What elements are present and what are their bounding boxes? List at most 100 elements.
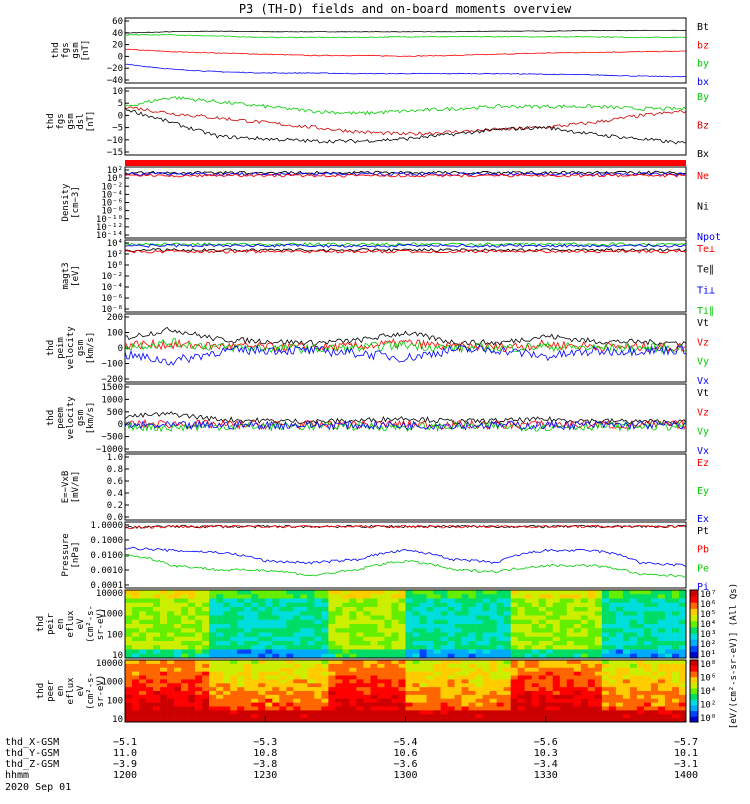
spec-cell (650, 671, 659, 676)
spec-cell (377, 645, 385, 650)
spec-cell (349, 636, 357, 642)
spec-cell (377, 702, 385, 707)
spec-cell (349, 663, 357, 669)
spec-cell (433, 619, 441, 625)
panel-frame (124, 87, 687, 156)
spec-cell (244, 694, 252, 700)
spec-cell (153, 594, 161, 599)
ylabel-line: [km/s] (86, 332, 96, 365)
spec-cell (524, 675, 533, 680)
spec-cell (601, 598, 610, 604)
spec-cell (426, 663, 434, 669)
spec-cell (342, 649, 350, 655)
spec-cell (398, 632, 406, 638)
spec-cell (426, 598, 434, 604)
spec-cell (594, 667, 603, 672)
spec-cell (433, 594, 441, 599)
spec-cell (356, 691, 364, 696)
spec-cell (629, 615, 638, 621)
legend-Ne: Ne (697, 171, 709, 182)
spec-cell (132, 702, 140, 707)
spec-cell (545, 594, 554, 599)
spec-cell (167, 706, 175, 711)
spec-cell (594, 611, 603, 616)
spec-cell (202, 624, 210, 629)
spec-cell (202, 671, 210, 676)
spec-cell (174, 718, 182, 723)
spec-cell (426, 698, 434, 703)
colorbar-tick: 10³ (700, 630, 716, 640)
spec-cell (440, 598, 448, 604)
ytick-label: 0.1000 (90, 536, 123, 546)
spec-cell (510, 641, 518, 646)
spec-cell (573, 694, 582, 700)
spec-cell (545, 607, 554, 612)
spec-cell (188, 691, 196, 696)
ylabel-line: peim (56, 337, 66, 359)
spec-cell (188, 611, 196, 616)
spec-cell (321, 706, 329, 711)
spec-cell (636, 607, 645, 612)
spec-cell (265, 632, 273, 638)
spec-cell (251, 667, 259, 672)
spec-cell (209, 710, 217, 715)
spec-cell (202, 714, 210, 719)
spec-cell (580, 671, 589, 676)
spec-cell (139, 691, 147, 696)
spec-cell (608, 594, 617, 599)
colorbar-cell (690, 651, 698, 659)
spec-cell (601, 649, 610, 655)
spec-cell (454, 628, 462, 633)
spec-cell (139, 611, 147, 616)
ylabel-line: thd (36, 683, 46, 699)
spec-cell (531, 653, 540, 659)
spec-cell (587, 718, 596, 723)
spec-cell (272, 590, 280, 595)
spec-cell (615, 645, 624, 650)
spec-cell (440, 607, 448, 612)
spec-cell (328, 675, 336, 680)
spec-cell (412, 687, 420, 692)
spec-cell (636, 641, 645, 646)
xaxis-value: −3.8 (253, 759, 277, 770)
spec-cell (636, 702, 645, 707)
spec-cell (265, 683, 273, 688)
spec-cell (160, 660, 168, 665)
spec-cell (559, 636, 568, 642)
spec-cell (615, 611, 624, 616)
colorbar-cell (690, 620, 698, 628)
spec-cell (664, 683, 673, 688)
spec-cell (489, 710, 497, 715)
spec-cell (279, 636, 287, 642)
spec-cell (188, 649, 196, 655)
spec-cell (643, 663, 652, 669)
spec-cell (678, 675, 687, 680)
spec-cell (384, 663, 392, 669)
spec-cell (377, 594, 385, 599)
spec-cell (622, 683, 631, 688)
spec-cell (349, 671, 357, 676)
spec-cell (643, 636, 652, 642)
spec-cell (447, 687, 455, 692)
spec-cell (608, 602, 617, 608)
spec-cell (230, 607, 238, 612)
spec-cell (293, 619, 301, 625)
spec-cell (209, 602, 217, 608)
spec-cell (545, 667, 554, 672)
spec-cell (608, 649, 617, 655)
spec-cell (440, 702, 448, 707)
spec-cell (573, 679, 582, 684)
spec-cell (419, 691, 427, 696)
spec-cell (426, 624, 434, 629)
spec-cell (265, 628, 273, 633)
spec-cell (384, 671, 392, 676)
spec-cell (286, 632, 294, 638)
spec-cell (489, 615, 497, 621)
spec-cell (594, 694, 603, 700)
spec-cell (482, 663, 490, 669)
spec-cell (265, 645, 273, 650)
spec-cell (615, 714, 624, 719)
spec-cell (566, 624, 575, 629)
spec-cell (433, 607, 441, 612)
spec-cell (636, 632, 645, 638)
